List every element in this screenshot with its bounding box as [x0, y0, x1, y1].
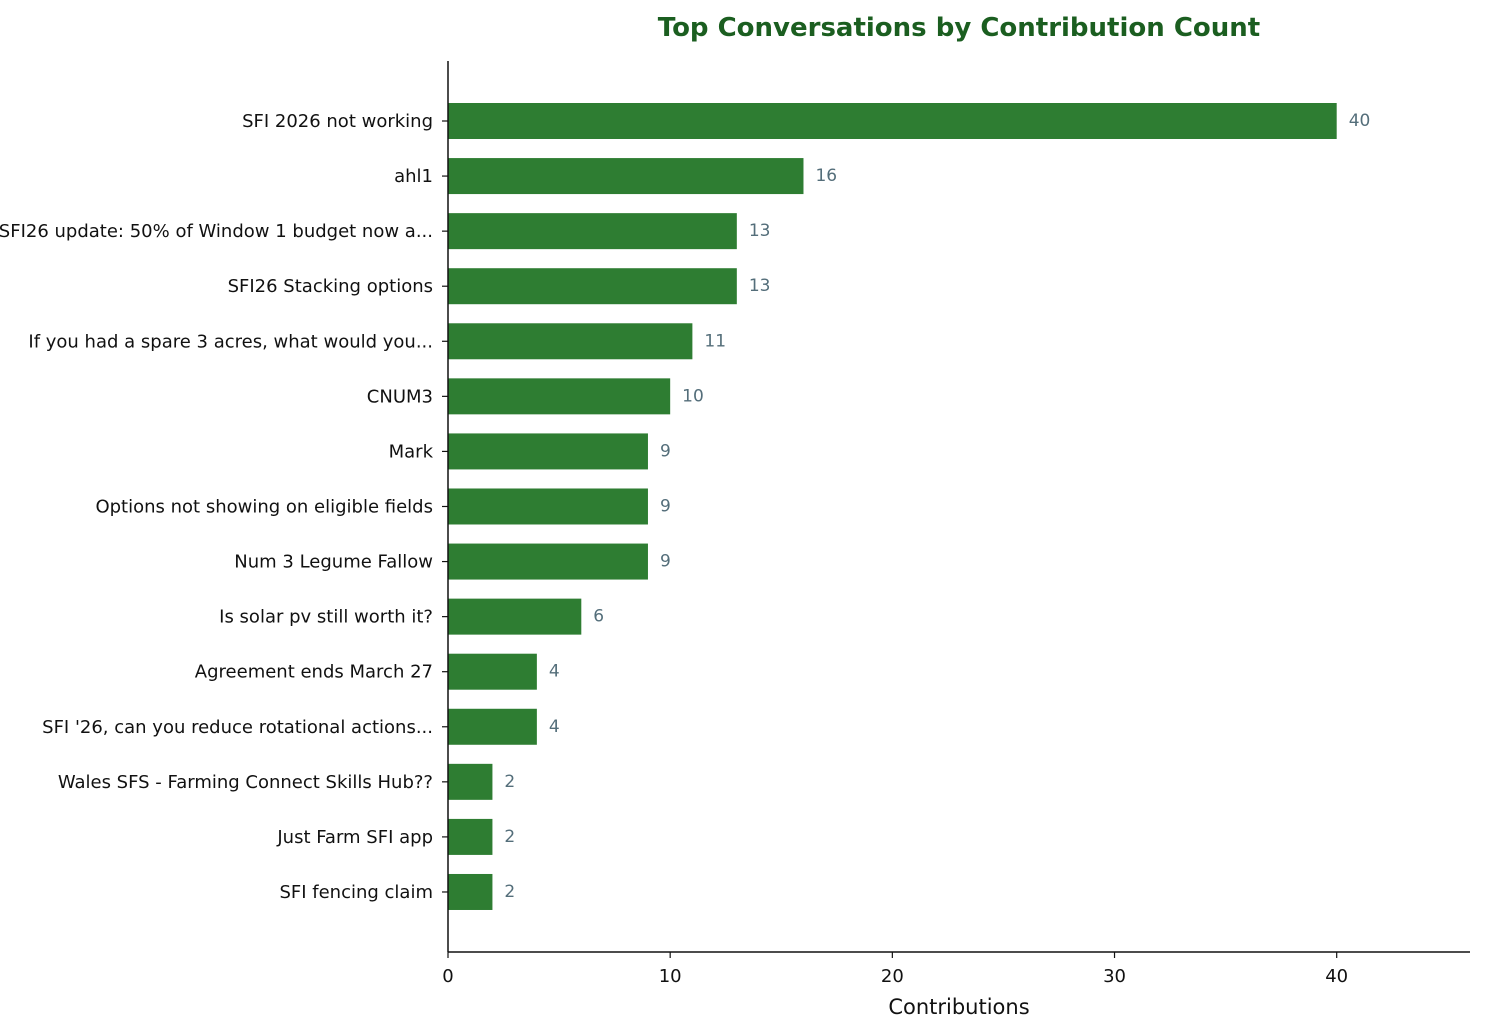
y-tick-label: SFI '26, can you reduce rotational actio…: [42, 717, 433, 738]
data-label: 16: [815, 166, 837, 186]
data-label: 10: [682, 386, 704, 406]
data-label: 2: [504, 882, 515, 902]
y-tick-label: Wales SFS - Farming Connect Skills Hub??: [58, 772, 433, 793]
bar: [448, 323, 693, 360]
data-label: 13: [749, 221, 771, 241]
y-tick-label: SFI fencing claim: [279, 882, 433, 903]
y-tick-label: Agreement ends March 27: [195, 662, 433, 683]
x-ticks: 0 10 20 30 40: [442, 952, 1348, 987]
chart-title: Top Conversations by Contribution Count: [658, 13, 1260, 43]
data-label: 40: [1349, 111, 1371, 131]
y-tick-label: Just Farm SFI app: [276, 827, 433, 848]
bar: [448, 873, 493, 910]
y-tick-labels: SFI 2026 not working ahl1 SFI26 update: 50…: [0, 111, 448, 903]
y-tick-label: Options not showing on eligible fields: [95, 496, 433, 517]
y-tick-label: Num 3 Legume Fallow: [234, 552, 433, 573]
y-tick-label: SFI26 Stacking options: [228, 276, 433, 297]
bars-group: [448, 103, 1337, 910]
data-label: 9: [660, 496, 671, 516]
y-tick-label: CNUM3: [367, 386, 433, 407]
data-label: 6: [593, 607, 604, 627]
bar: [448, 213, 737, 250]
x-tick-label: 0: [442, 966, 453, 987]
bar: [448, 158, 804, 195]
bar: [448, 598, 582, 635]
bar: [448, 543, 648, 580]
bar: [448, 433, 648, 470]
bar: [448, 488, 648, 525]
bar: [448, 653, 537, 690]
y-tick-label: Mark: [389, 441, 434, 462]
data-label: 4: [549, 717, 560, 737]
bar: [448, 378, 671, 415]
bar: [448, 103, 1337, 139]
y-tick-label: SFI 2026 not working: [242, 111, 433, 132]
y-tick-label: Is solar pv still worth it?: [219, 607, 433, 628]
y-tick-label: If you had a spare 3 acres, what would y…: [28, 331, 433, 352]
x-tick-label: 30: [1103, 966, 1126, 987]
data-labels: 40 16 13 13 11 10 9 9 9 6 4 4 2 2 2: [504, 111, 1370, 902]
bar: [448, 818, 493, 855]
data-label: 9: [660, 441, 671, 461]
data-label: 9: [660, 552, 671, 572]
data-label: 11: [704, 331, 726, 351]
y-tick-label: ahl1: [394, 166, 433, 187]
x-tick-label: 40: [1325, 966, 1348, 987]
x-tick-label: 20: [881, 966, 904, 987]
bar: [448, 268, 737, 305]
bar: [448, 763, 493, 800]
bar: [448, 708, 537, 745]
data-label: 4: [549, 662, 560, 682]
x-tick-label: 10: [659, 966, 682, 987]
x-axis-label: Contributions: [888, 995, 1029, 1019]
y-tick-label: SFI26 update: 50% of Window 1 budget now…: [0, 221, 433, 242]
data-label: 2: [504, 772, 515, 792]
data-label: 13: [749, 276, 771, 296]
data-label: 2: [504, 827, 515, 847]
